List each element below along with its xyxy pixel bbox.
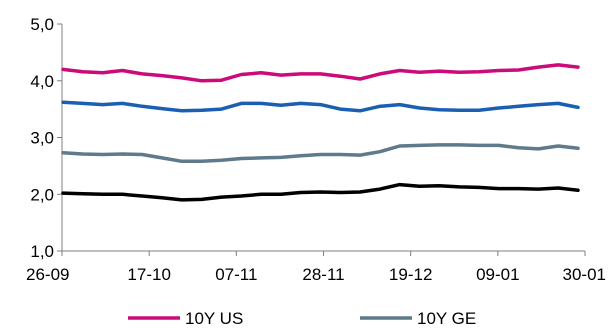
x-tick-label: 09-01: [476, 265, 519, 284]
x-axis: 26-09 17-10 07-11 28-11 19-12 09-01 30-01: [26, 250, 606, 284]
x-tick-label: 28-11: [302, 265, 344, 284]
x-tick-label: 17-10: [127, 265, 170, 284]
y-tick-label: 5,0: [30, 15, 54, 34]
legend-label: 10Y US: [185, 309, 243, 328]
series-line-1: [61, 100, 580, 113]
y-tick-label: 4,0: [30, 72, 54, 91]
legend: 10Y US 10Y GE: [128, 309, 476, 328]
x-tick-label: 30-01: [563, 265, 606, 284]
y-axis: 5,0 4,0 3,0 2,0 1,0: [30, 15, 63, 261]
series-line-2: [61, 143, 580, 164]
series-line-0: [61, 63, 580, 83]
y-tick-label: 2,0: [30, 185, 54, 204]
series-line-3: [61, 182, 580, 202]
legend-label: 10Y GE: [417, 309, 476, 328]
series-group: [61, 63, 580, 202]
x-tick-label: 07-11: [215, 265, 257, 284]
y-tick-label: 3,0: [30, 129, 54, 148]
y-tick-label: 1,0: [30, 242, 54, 261]
x-tick-label: 26-09: [26, 265, 69, 284]
x-tick-label: 19-12: [389, 265, 432, 284]
